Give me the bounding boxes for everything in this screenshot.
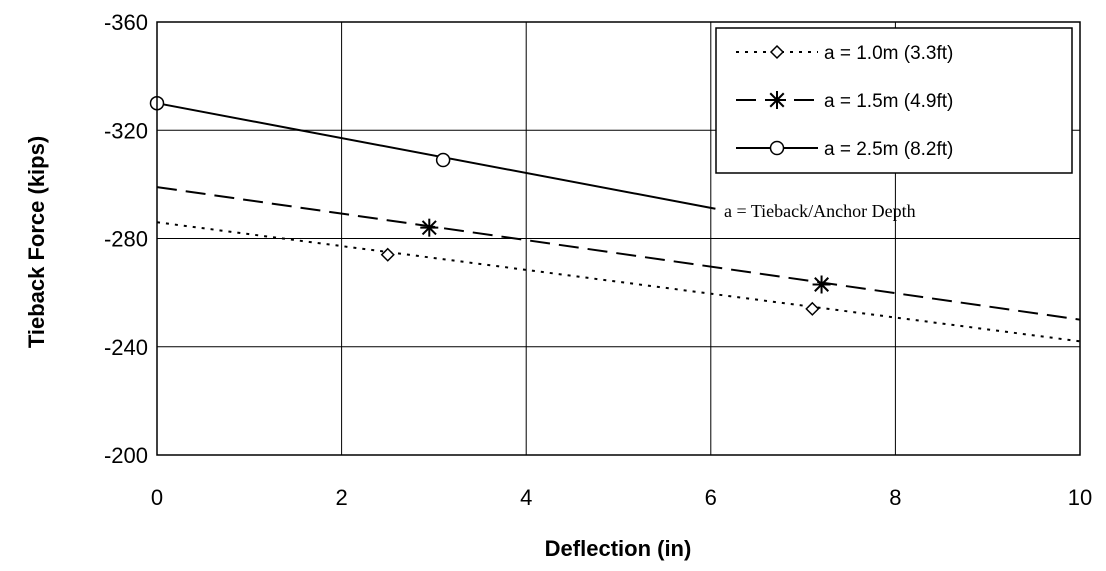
chart-annotation: a = Tieback/Anchor Depth	[724, 201, 916, 221]
legend-marker	[768, 91, 786, 109]
x-tick-label: 6	[705, 485, 717, 510]
x-axis-title: Deflection (in)	[545, 536, 692, 561]
series-line	[156, 221, 1081, 343]
legend-marker	[769, 44, 785, 60]
legend-label: a = 1.0m (3.3ft)	[824, 43, 953, 64]
y-tick-label: -280	[104, 227, 148, 252]
x-tick-label: 10	[1068, 485, 1092, 510]
legend: a = 1.0m (3.3ft) a = 1.5m (4.9ft) a = 2.5m…	[715, 27, 1073, 174]
y-tick-label: -320	[104, 118, 148, 143]
data-point	[812, 275, 831, 294]
data-point	[435, 152, 451, 168]
x-tick-label: 8	[889, 485, 901, 510]
plot-border	[156, 21, 1081, 456]
y-tick-labels: -360 -320 -280 -240 -200	[104, 10, 148, 468]
series-line	[156, 102, 716, 210]
legend-entries: a = 1.0m (3.3ft) a = 1.5m (4.9ft) a = 2.5m…	[736, 43, 953, 160]
data-point	[805, 301, 820, 316]
y-tick-label: -360	[104, 10, 148, 35]
y-tick-label: -240	[104, 335, 148, 360]
data-point	[420, 218, 439, 237]
series-line	[156, 186, 1081, 321]
data-point	[380, 247, 395, 262]
y-axis-title: Tieback Force (kips)	[24, 136, 49, 348]
series-lines	[156, 102, 1081, 343]
x-tick-label: 2	[335, 485, 347, 510]
x-tick-labels: 0 2 4 6 8 10	[151, 485, 1092, 510]
legend-marker	[769, 140, 785, 156]
legend-label: a = 1.5m (4.9ft)	[824, 91, 953, 112]
y-tick-label: -200	[104, 443, 148, 468]
x-tick-label: 0	[151, 485, 163, 510]
x-tick-label: 4	[520, 485, 532, 510]
legend-label: a = 2.5m (8.2ft)	[824, 139, 953, 160]
series-markers	[149, 95, 831, 316]
